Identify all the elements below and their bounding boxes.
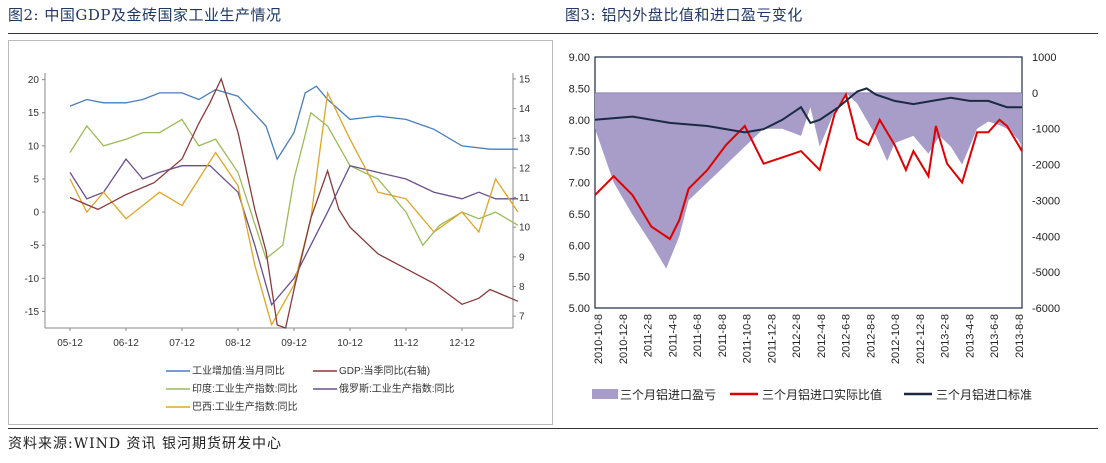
fig3-chart: 9.00 8.50 8.00 7.50 7.00 6.50 6.00 5.50 5.00 1000…: [569, 52, 1061, 402]
fig3-x-tick-label: 2011-12-8: [766, 314, 778, 363]
fig3-right-tick-label: -4000: [1032, 231, 1060, 243]
fig3-x-tick-label: 2012-4-8: [816, 314, 828, 358]
fig2-series-india: [69, 111, 519, 260]
fig3-x-tick-label: 2010-12-8: [618, 314, 630, 364]
fig2-series-russia: [69, 158, 518, 307]
fig3-right-tick-label: 0: [1032, 88, 1038, 100]
legend-gdp: GDP:当季同比(右轴): [339, 364, 430, 377]
fig3-series-standard: [594, 87, 1022, 134]
fig2-x-tick-label: 12-12: [449, 338, 475, 349]
fig3-left-tick-label: 8.00: [569, 115, 590, 127]
fig2-left-tick-label: 0: [33, 208, 39, 219]
fig2-right-tick-label: 12: [519, 163, 531, 174]
fig3-title: 图3: 铝内外盘比值和进口盈亏变化: [565, 6, 803, 24]
fig3-right-tick-label: 1000: [1032, 52, 1056, 64]
fig2-left-tick-label: -10: [25, 274, 40, 285]
fig2-right-tick-label: 15: [519, 74, 531, 85]
fig2-left-tick-label: -15: [25, 307, 40, 318]
source-note: 资料来源:WIND 资讯 银河期货研发中心: [8, 436, 283, 452]
fig3-x-tick-label: 2011-6-8: [692, 314, 704, 357]
fig3-x-tick-label: 2012-10-8: [890, 314, 902, 364]
fig2-right-tick-label: 9: [519, 252, 525, 263]
legend-actual: 三个月铝进口实际比值: [762, 387, 882, 402]
fig2-left-tick-label: 5: [33, 174, 39, 185]
fig2-x-tick-label: 08-12: [225, 338, 251, 349]
legend-india: 印度:工业生产指数:同比: [192, 382, 298, 395]
fig3-right-tick-label: -2000: [1032, 160, 1060, 172]
fig3-left-tick-label: 7.50: [569, 146, 590, 158]
legend-profit: 三个月铝进口盈亏: [620, 387, 716, 402]
fig3-x-tick-label: 2011-2-8: [643, 314, 655, 357]
fig2-series-brazil: [69, 90, 519, 327]
fig2-series-china-ip: [69, 85, 518, 161]
fig2-left-tick-label: 20: [28, 75, 40, 86]
fig3-series-actual: [594, 92, 1023, 241]
fig3-left-tick-label: 6.00: [569, 240, 590, 252]
legend-standard: 三个月铝进口标准: [936, 387, 1032, 402]
fig3-right-tick-label: -5000: [1032, 267, 1060, 279]
fig3-x-tick-label: 2012-6-8: [841, 314, 853, 358]
fig2-right-tick-label: 11: [519, 193, 530, 204]
fig2-right-tick-label: 7: [519, 312, 525, 323]
fig3-x-tick-label: 2011-10-8: [742, 314, 754, 363]
fig3-right-tick-label: -1000: [1032, 124, 1060, 136]
fig2-x-tick-label: 09-12: [281, 338, 307, 349]
fig2-x-tick-label: 10-12: [337, 338, 363, 349]
fig2-right-tick-label: 10: [519, 223, 531, 234]
fig2-right-tick-label: 14: [519, 104, 531, 115]
fig2-chart: 20 15 10 5 0 -5 -10 -15 15 14 13 12 11 10 9 8 7 05-12 06-1…: [8, 40, 553, 425]
fig2-x-tick-label: 05-12: [57, 338, 83, 349]
fig2-x-tick-label: 07-12: [169, 338, 195, 349]
fig3-left-tick-label: 7.00: [569, 178, 590, 190]
bottom-rule: [8, 428, 1098, 429]
legend-swatch-profit: [592, 389, 618, 399]
fig2-x-tick-label: 06-12: [113, 338, 139, 349]
fig2-left-tick-label: -5: [30, 241, 39, 252]
fig3-x-tick-label: 2013-6-8: [989, 314, 1001, 358]
fig3-x-tick-label: 2013-8-8: [1014, 314, 1026, 358]
fig3-left-tick-label: 6.50: [569, 209, 590, 221]
legend-brazil: 巴西:工业生产指数:同比: [192, 400, 298, 413]
top-rule: [8, 33, 1098, 34]
fig2-right-tick-label: 8: [519, 282, 525, 293]
fig2-title: 图2: 中国GDP及金砖国家工业生产情况: [8, 6, 282, 24]
legend-china-ip: 工业增加值:当月同比: [192, 364, 285, 377]
fig3-x-tick-label: 2011-8-8: [717, 314, 729, 357]
fig2-left-tick-label: 15: [28, 108, 40, 119]
fig2-frame: [8, 40, 553, 425]
fig2-x-tick-label: 11-12: [394, 338, 419, 349]
fig2-series-gdp: [69, 77, 519, 329]
fig2-left-tick-label: 10: [28, 141, 40, 152]
fig3-x-tick-label: 2013-4-8: [965, 314, 977, 358]
fig3-x-tick-label: 2011-4-8: [667, 314, 679, 357]
legend-russia: 俄罗斯:工业生产指数:同比: [339, 382, 455, 395]
fig3-x-tick-label: 2012-12-8: [915, 314, 927, 364]
fig3-right-tick-label: -6000: [1032, 303, 1060, 315]
fig3-x-tick-label: 2013-2-8: [940, 314, 952, 358]
fig2-right-tick-label: 13: [519, 134, 531, 145]
fig3-left-tick-label: 5.00: [569, 303, 590, 315]
fig3-series-profit-area: [595, 92, 1022, 269]
fig3-right-tick-label: -3000: [1032, 195, 1060, 207]
fig3-x-tick-label: 2010-10-8: [593, 314, 605, 364]
fig3-left-tick-label: 9.00: [569, 52, 590, 64]
fig3-left-tick-label: 8.50: [569, 83, 590, 95]
fig3-x-tick-label: 2012-8-8: [865, 314, 877, 358]
fig3-left-tick-label: 5.50: [569, 272, 590, 284]
fig3-x-tick-label: 2012-2-8: [791, 314, 803, 358]
